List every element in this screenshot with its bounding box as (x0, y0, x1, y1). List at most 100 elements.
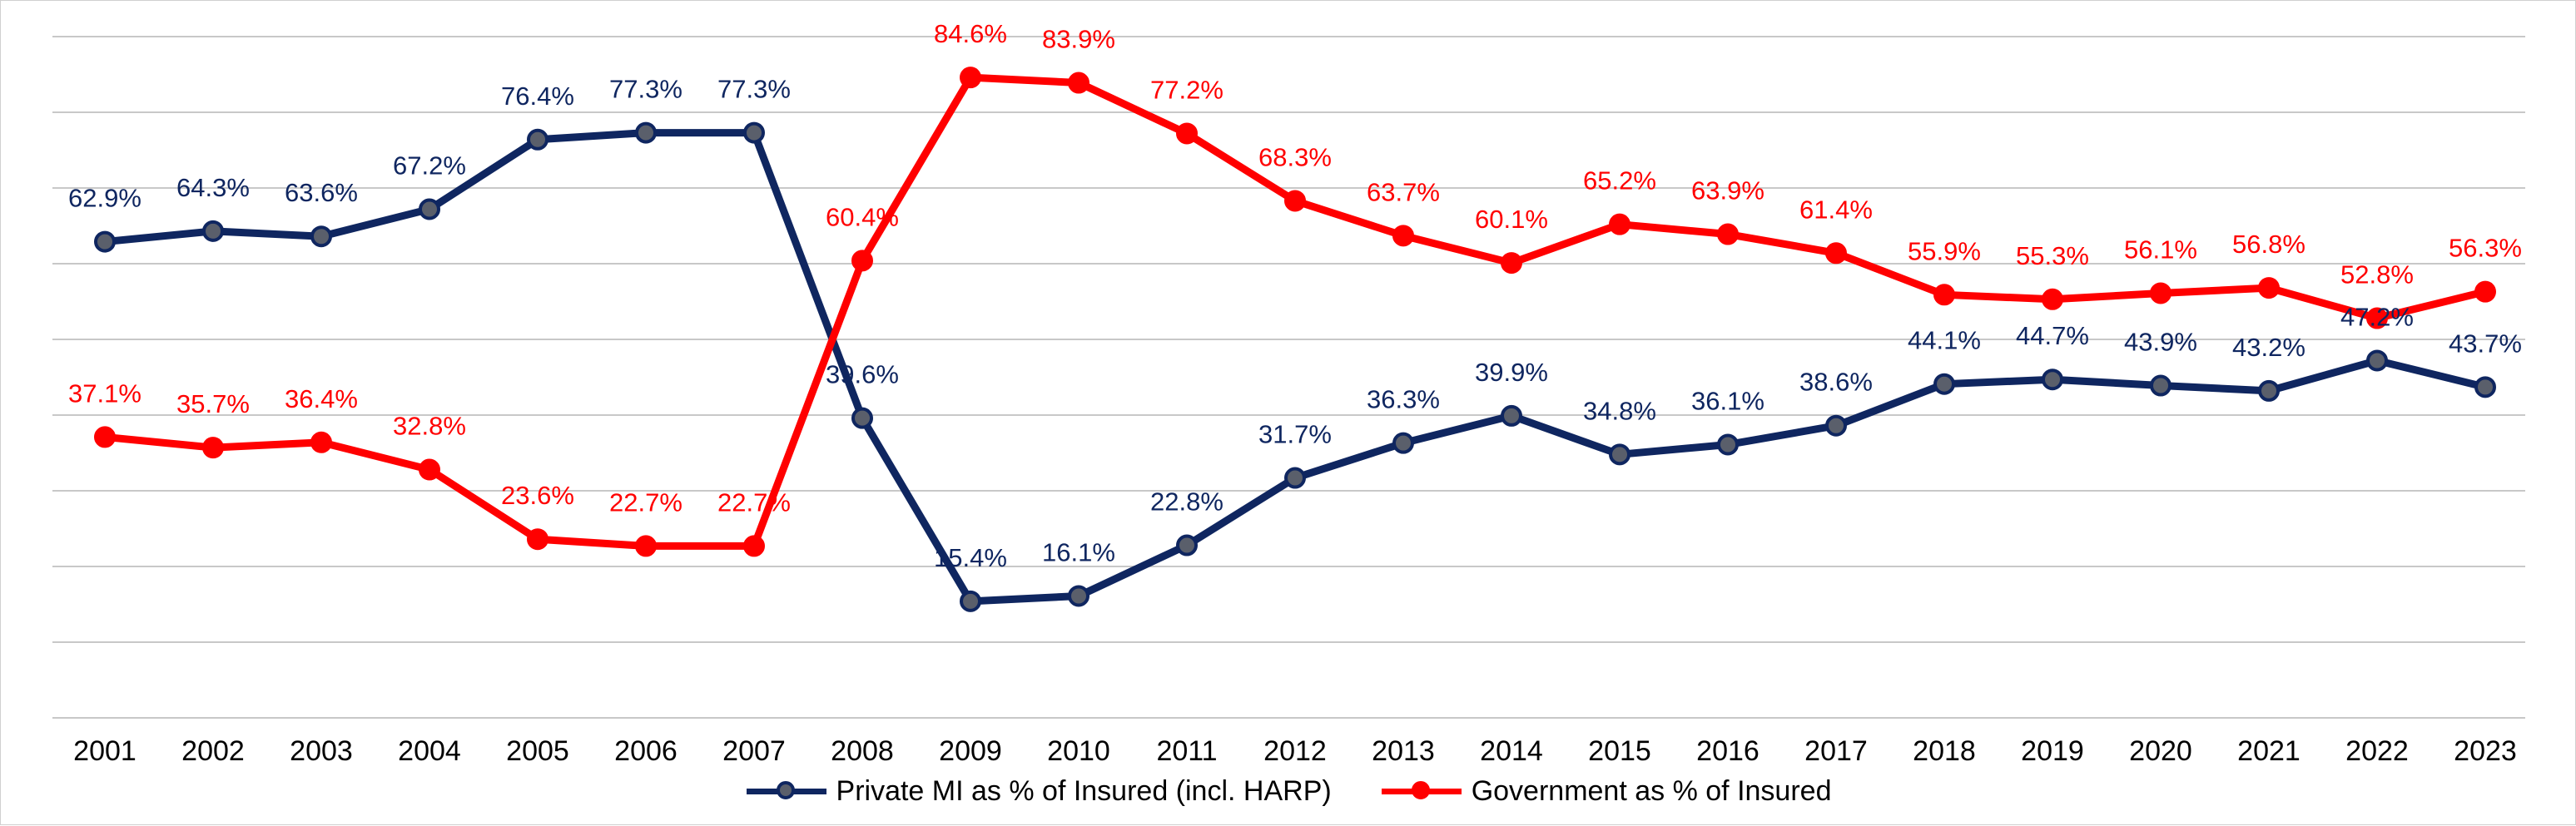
data-point-0-2018 (1933, 373, 1955, 395)
data-label-1-2021: 56.8% (2232, 230, 2305, 259)
x-tick-label-2022: 2022 (2345, 735, 2409, 767)
data-point-1-2007 (743, 535, 765, 557)
x-tick-label-2018: 2018 (1913, 735, 1976, 767)
data-label-0-2021: 43.2% (2232, 333, 2305, 362)
data-label-1-2004: 32.8% (393, 412, 466, 441)
data-label-0-2006: 77.3% (609, 75, 682, 104)
data-point-1-2006 (635, 535, 657, 557)
data-point-0-2002 (202, 220, 224, 242)
data-label-1-2002: 35.7% (176, 389, 250, 418)
data-point-0-2001 (94, 230, 116, 253)
data-label-1-2014: 60.1% (1475, 205, 1548, 234)
data-point-0-2010 (1068, 585, 1089, 607)
data-point-0-2004 (419, 198, 440, 220)
data-label-1-2023: 56.3% (2449, 234, 2522, 263)
data-point-0-2005 (527, 128, 548, 151)
series-lines (94, 67, 2496, 612)
data-point-0-2003 (310, 225, 332, 248)
data-label-1-2015: 65.2% (1583, 166, 1656, 195)
x-tick-label-2013: 2013 (1372, 735, 1435, 767)
data-label-0-2012: 31.7% (1258, 420, 1332, 449)
data-point-1-2017 (1825, 242, 1847, 265)
x-tick-label-2001: 2001 (73, 735, 136, 767)
data-label-0-2001: 62.9% (68, 184, 141, 213)
data-label-1-2003: 36.4% (285, 384, 358, 413)
data-label-1-2011: 77.2% (1150, 75, 1223, 104)
data-point-0-2008 (851, 407, 873, 429)
data-point-0-2017 (1825, 414, 1847, 437)
data-label-0-2010: 16.1% (1042, 537, 1115, 566)
data-point-0-2021 (2258, 379, 2280, 402)
legend-label-private-mi: Private MI as % of Insured (incl. HARP) (836, 774, 1332, 807)
data-label-1-2005: 23.6% (501, 481, 574, 510)
data-label-1-2010: 83.9% (1042, 25, 1115, 54)
data-point-0-2019 (2042, 368, 2063, 391)
x-tick-label-2006: 2006 (614, 735, 678, 767)
data-label-1-2018: 55.9% (1908, 236, 1981, 265)
data-point-1-2010 (1068, 72, 1089, 94)
data-point-0-2014 (1501, 404, 1522, 427)
data-point-0-2015 (1609, 443, 1630, 466)
x-tick-label-2003: 2003 (290, 735, 353, 767)
legend-swatch-government (1381, 779, 1462, 804)
data-label-1-2013: 63.7% (1367, 177, 1440, 206)
legend-item-government[interactable]: Government as % of Insured (1381, 775, 1831, 808)
data-label-0-2005: 76.4% (501, 82, 574, 111)
data-label-0-2020: 43.9% (2124, 328, 2197, 357)
data-point-0-2009 (960, 590, 981, 612)
data-point-0-2022 (2366, 349, 2388, 372)
data-label-0-2009: 15.4% (934, 543, 1007, 572)
x-tick-label-2014: 2014 (1480, 735, 1543, 767)
legend-swatch-private-mi (746, 779, 826, 804)
data-label-1-2022: 52.8% (2340, 260, 2414, 289)
data-label-0-2022: 47.2% (2340, 302, 2414, 331)
data-label-0-2007: 77.3% (717, 75, 791, 104)
data-label-1-2008: 60.4% (826, 202, 899, 231)
data-point-0-2006 (635, 121, 657, 144)
data-point-1-2019 (2042, 288, 2063, 310)
data-point-1-2023 (2474, 280, 2496, 303)
x-tick-label-2004: 2004 (398, 735, 461, 767)
data-point-0-2011 (1176, 534, 1198, 556)
data-point-1-2021 (2258, 277, 2280, 299)
x-tick-label-2005: 2005 (506, 735, 569, 767)
data-label-1-2012: 68.3% (1258, 142, 1332, 171)
data-label-0-2017: 38.6% (1799, 368, 1873, 397)
x-tick-label-2008: 2008 (831, 735, 894, 767)
data-point-1-2016 (1717, 223, 1739, 245)
x-tick-label-2012: 2012 (1263, 735, 1327, 767)
data-point-1-2008 (851, 250, 873, 272)
data-point-0-2016 (1717, 433, 1739, 456)
data-label-1-2006: 22.7% (609, 487, 682, 517)
data-label-1-2007: 22.7% (717, 487, 791, 517)
data-labels: 62.9% 64.3% 63.6% 67.2% 76.4% 77.3% 77.3% 39.6%… (68, 19, 2522, 572)
data-point-0-2023 (2474, 376, 2496, 398)
data-point-0-2013 (1392, 432, 1414, 454)
data-point-1-2013 (1392, 225, 1414, 247)
data-label-1-2016: 63.9% (1691, 176, 1764, 205)
data-point-1-2001 (94, 426, 116, 448)
x-tick-label-2009: 2009 (939, 735, 1002, 767)
x-tick-label-2016: 2016 (1696, 735, 1760, 767)
data-point-1-2002 (202, 437, 224, 459)
data-point-0-2012 (1284, 467, 1306, 489)
legend-item-private-mi[interactable]: Private MI as % of Insured (incl. HARP) (746, 774, 1332, 808)
data-point-1-2014 (1501, 252, 1522, 275)
data-point-1-2003 (310, 431, 332, 453)
data-label-1-2020: 56.1% (2124, 235, 2197, 264)
data-label-0-2014: 39.9% (1475, 358, 1548, 387)
data-point-1-2011 (1176, 122, 1198, 145)
data-point-0-2007 (743, 121, 765, 144)
x-tick-label-2023: 2023 (2454, 735, 2517, 767)
data-label-0-2016: 36.1% (1691, 386, 1764, 415)
data-point-1-2020 (2150, 282, 2171, 304)
data-label-0-2002: 64.3% (176, 173, 250, 202)
x-axis-ticks: 2001 2002 2003 2004 2005 2006 2007 2008 2009 2010… (73, 735, 2517, 767)
data-point-1-2005 (527, 528, 548, 551)
data-label-0-2011: 22.8% (1150, 487, 1223, 517)
data-label-0-2013: 36.3% (1367, 385, 1440, 414)
data-point-1-2009 (960, 67, 981, 89)
data-label-0-2018: 44.1% (1908, 326, 1981, 355)
